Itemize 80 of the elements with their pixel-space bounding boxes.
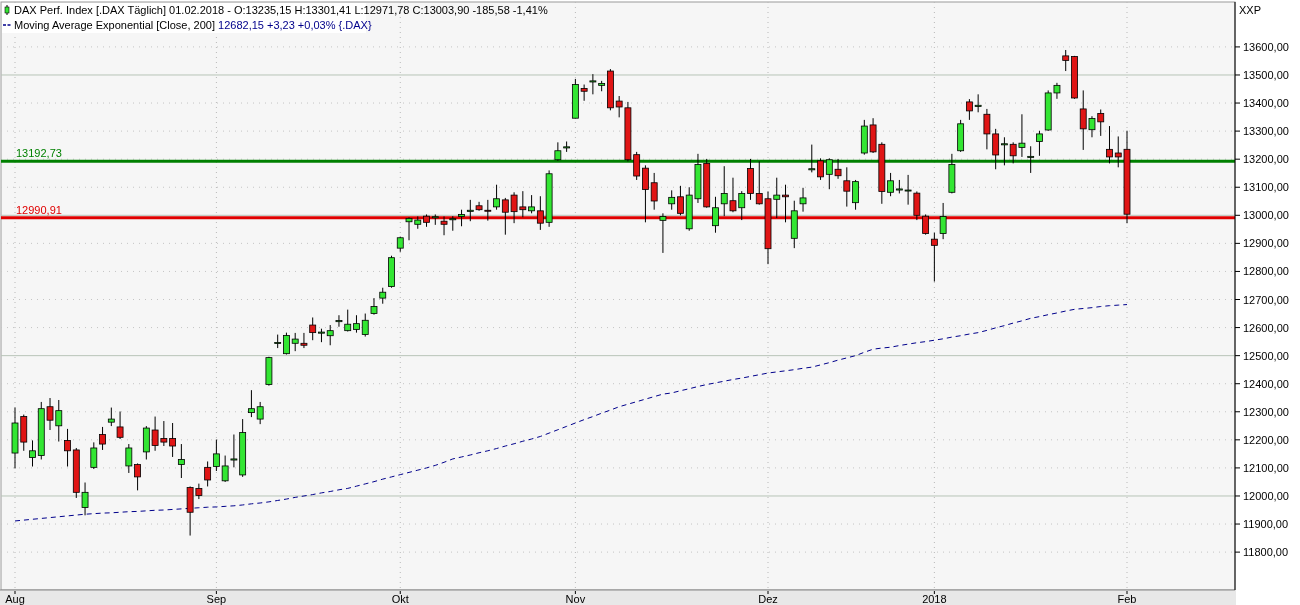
y-tick-label: 12500,00	[1243, 349, 1289, 362]
candlestick	[335, 314, 343, 328]
y-tick-label: 13300,00	[1243, 125, 1289, 138]
y-tick-label: 11800,00	[1243, 546, 1289, 559]
y-tick-label: 12400,00	[1243, 377, 1289, 390]
x-tick-label: Sep	[206, 593, 227, 605]
candlestick	[466, 199, 474, 222]
y-tick-label: 11900,00	[1243, 518, 1289, 531]
y-tick-label: 13600,00	[1243, 40, 1289, 53]
line-series	[14, 304, 1128, 522]
candlestick	[642, 164, 649, 223]
y-tick-label: 12000,00	[1243, 489, 1289, 502]
candlestick	[782, 184, 789, 223]
candlestick	[808, 144, 816, 173]
ref-line-label: 13192,73	[16, 147, 62, 160]
y-tick-label: 12200,00	[1243, 433, 1289, 446]
candlestick	[843, 166, 851, 208]
candlestick	[1106, 125, 1113, 164]
y-axis-title: XXP	[1239, 4, 1262, 16]
candlestick	[344, 309, 352, 332]
candlestick	[493, 184, 500, 211]
y-tick-label: 12300,00	[1243, 405, 1289, 418]
y-tick-label: 12800,00	[1243, 265, 1289, 278]
candlestick	[283, 332, 290, 356]
candlestick	[852, 179, 859, 211]
candlestick	[125, 443, 133, 474]
candlestick	[116, 410, 124, 440]
candlestick	[326, 324, 334, 346]
y-tick-label: 13000,00	[1243, 209, 1289, 222]
candlestick	[361, 313, 369, 338]
candlestick	[668, 189, 676, 211]
candlestick	[256, 401, 264, 425]
x-tick-label: Feb	[1117, 593, 1137, 605]
x-tick-label: Okt	[391, 593, 409, 605]
candlestick	[370, 297, 378, 316]
candlestick	[99, 426, 106, 451]
y-tick-label: 13500,00	[1243, 68, 1289, 81]
y-tick-label: 13200,00	[1243, 153, 1289, 166]
candlestick	[712, 196, 719, 234]
candlestick	[1036, 130, 1043, 157]
candlestick	[650, 172, 658, 211]
y-tick-label: 12100,00	[1243, 461, 1289, 474]
chart-title: DAX Perf. Index [.DAX Täglich] 01.02.2018 - O:13235,15 H:13301,41 L:12971,78 C:13003,90 -185,58 -1,41%	[14, 4, 548, 16]
candlestick	[887, 172, 894, 197]
candlestick	[29, 439, 36, 468]
candlestick	[431, 213, 439, 226]
x-tick-label: Aug	[5, 593, 25, 605]
candlestick	[204, 460, 212, 487]
x-tick-label: Dez	[758, 593, 778, 605]
candlestick	[528, 194, 535, 214]
candlestick	[589, 73, 597, 95]
candlestick	[817, 157, 824, 181]
candlestick	[939, 202, 947, 240]
candlestick	[799, 187, 807, 213]
candlestick	[248, 389, 255, 418]
candlestick	[1062, 49, 1070, 72]
legend-label: Moving Average Exponential [Close, 200]	[14, 19, 215, 31]
annotation: 12682,15 +3,23 +0,03% {.DAX}	[214, 19, 372, 31]
candlestick	[930, 232, 938, 283]
candlestick	[484, 199, 492, 222]
candlestick	[677, 185, 684, 216]
y-tick-label: 13400,00	[1243, 97, 1289, 110]
candlestick	[90, 441, 98, 470]
x-tick-label: Nov	[565, 593, 586, 605]
y-tick-label: 12600,00	[1243, 321, 1289, 334]
candlestick	[1001, 136, 1008, 166]
candlestick	[177, 443, 185, 479]
candlestick	[1027, 145, 1035, 174]
y-tick-label: 12700,00	[1243, 293, 1289, 306]
ref-line-label: 12990,91	[16, 203, 62, 216]
candlestick	[659, 212, 667, 254]
y-tick-label: 12900,00	[1243, 237, 1289, 250]
candlestick	[554, 141, 562, 162]
candlestick	[107, 407, 115, 427]
candlestick	[64, 428, 71, 468]
candlestick	[134, 462, 141, 491]
candlestick	[309, 316, 317, 341]
x-tick-label: 2018	[922, 593, 947, 605]
candlestick	[440, 215, 448, 236]
y-tick-label: 13100,00	[1243, 181, 1289, 194]
